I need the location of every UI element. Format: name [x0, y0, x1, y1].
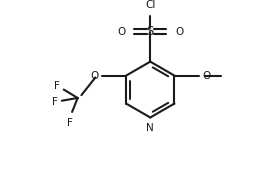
Text: F: F	[54, 81, 60, 91]
Text: O: O	[117, 27, 125, 37]
Text: N: N	[146, 123, 154, 133]
Text: Cl: Cl	[145, 0, 155, 9]
Text: O: O	[176, 27, 184, 37]
Text: F: F	[67, 118, 73, 128]
Text: F: F	[52, 97, 58, 107]
Text: O: O	[90, 71, 98, 81]
Text: O: O	[202, 71, 211, 81]
Text: S: S	[147, 25, 154, 38]
